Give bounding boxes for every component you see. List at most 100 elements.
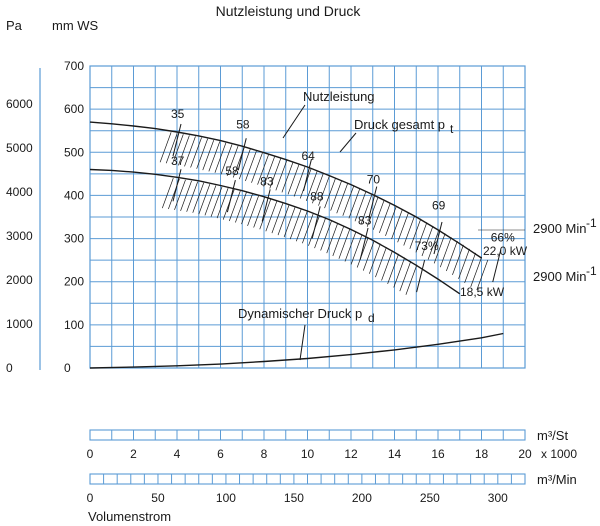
hatch-band-18kw [204, 185, 217, 216]
efficiency-marker [311, 206, 321, 239]
hatch-band-18kw [381, 250, 393, 281]
hatch-band-18kw [326, 223, 339, 254]
efficiency-label: 37 [171, 154, 185, 168]
hatch-band-22kw [190, 137, 202, 168]
hatch-band-22kw [342, 185, 355, 216]
series-line-dynamic [89, 332, 504, 369]
hatch-band-18kw [356, 237, 369, 268]
x-axis-name: Volumenstrom [88, 509, 171, 524]
flow-st-tick-label: 6 [217, 447, 224, 461]
efficiency-label: 69 [432, 199, 446, 213]
flow-st-tick-label: 0 [87, 447, 94, 461]
hatch-band-22kw [330, 180, 342, 211]
hatch-band-18kw [314, 218, 326, 249]
series-label-22kw: 22,0 kW [483, 244, 528, 258]
flow-st-tick-label: 14 [388, 447, 402, 461]
hatch-band-22kw [391, 208, 403, 240]
hatch-band-22kw [379, 202, 391, 233]
y-tick-pa: 6000 [6, 97, 33, 111]
hatch-band-22kw [336, 183, 349, 214]
hatch-band-22kw [245, 150, 257, 182]
hatch-band-22kw [348, 188, 361, 219]
hatch-band-22kw [178, 135, 190, 166]
hatch-band-18kw [393, 257, 406, 288]
annotation-dynamischer-druck: Dynamischer Druck p [238, 306, 362, 321]
series-label-22kw-speed: 2900 Min [533, 221, 586, 236]
hatch-band-22kw [202, 139, 215, 171]
hatch-band-22kw [318, 175, 330, 206]
hatch-band-18kw [277, 204, 290, 236]
efficiency-label: 66% [491, 231, 515, 245]
efficiency-label: 35 [171, 107, 185, 121]
hatch-band-18kw [186, 181, 198, 212]
hatch-band-18kw [369, 243, 381, 274]
efficiency-marker [172, 123, 182, 157]
efficiency-marker [261, 189, 271, 222]
efficiency-marker [492, 249, 502, 283]
hatch-band-18kw [235, 192, 247, 223]
hatch-band-22kw [251, 152, 263, 183]
y-tick-pa: 5000 [6, 141, 33, 155]
flow-min-tick-label: 300 [488, 491, 508, 505]
hatch-band-22kw [269, 158, 282, 189]
flow-st-tick-label: 10 [301, 447, 315, 461]
hatch-band-22kw [470, 256, 483, 287]
leader-nutzleistung [282, 104, 306, 139]
y-tick-mmws: 100 [64, 318, 84, 332]
annotation-dynamischer-sub: d [368, 311, 375, 325]
flow-min-tick-label: 250 [420, 491, 440, 505]
hatch-band-18kw [399, 260, 412, 292]
hatch-band-18kw [228, 190, 241, 222]
leader-druck-gesamt [339, 132, 357, 153]
y-tick-mmws: 500 [64, 145, 84, 159]
efficiency-marker [416, 259, 426, 293]
efficiency-marker [172, 169, 182, 202]
efficiency-label: 64 [302, 149, 316, 163]
hatch-band-22kw [220, 144, 233, 175]
hatch-band-22kw [208, 141, 221, 172]
flow-min-tick-label: 100 [216, 491, 236, 505]
hatch-band-22kw [159, 132, 172, 163]
hatch-band-18kw [295, 211, 308, 242]
hatch-band-18kw [265, 201, 278, 232]
efficiency-marker [237, 138, 247, 171]
y-tick-pa: 4000 [6, 185, 33, 199]
flow-st-tick-label: 16 [431, 447, 445, 461]
efficiency-label: 58 [236, 118, 250, 132]
hatch-band-22kw [464, 252, 476, 283]
hatch-band-22kw [287, 164, 300, 195]
hatch-band-18kw [174, 179, 186, 210]
hatch-band-22kw [385, 205, 397, 236]
hatch-band-22kw [409, 218, 422, 249]
hatch-band-22kw [476, 259, 489, 291]
hatch-band-18kw [241, 194, 253, 225]
efficiency-label: 58 [225, 164, 239, 178]
series-label-speed-sup: -1 [586, 216, 597, 230]
hatch-band-18kw [350, 234, 363, 265]
flow-min-tick-label: 50 [151, 491, 165, 505]
hatch-band-18kw [247, 195, 259, 226]
hatch-band-18kw [253, 197, 265, 228]
annotation-nutzleistung: Nutzleistung [303, 89, 375, 104]
hatch-band-18kw [210, 186, 223, 217]
flow-min-tick-label: 0 [87, 491, 94, 505]
hatch-band-22kw [165, 133, 178, 164]
hatch-band-18kw [344, 231, 357, 262]
y-tick-mmws: 600 [64, 102, 84, 116]
y-tick-pa: 2000 [6, 273, 33, 287]
hatch-band-18kw [320, 220, 332, 251]
y-tick-mmws: 400 [64, 188, 84, 202]
chart-title: Nutzleistung und Druck [216, 3, 362, 19]
hatch-band-22kw [360, 193, 373, 225]
y-tick-mmws: 700 [64, 59, 84, 73]
y-tick-pa: 0 [6, 361, 13, 375]
y-tick-pa: 3000 [6, 229, 33, 243]
efficiency-label: 83 [260, 175, 274, 189]
y-axis-label-mmws: mm WS [52, 18, 99, 33]
hatch-band-22kw [458, 248, 470, 280]
flow-st-tick-label: 4 [174, 447, 181, 461]
hatch-band-22kw [184, 136, 196, 167]
hatch-band-18kw [180, 180, 192, 211]
efficiency-label: 83 [358, 213, 372, 227]
hatch-band-22kw [433, 233, 446, 264]
